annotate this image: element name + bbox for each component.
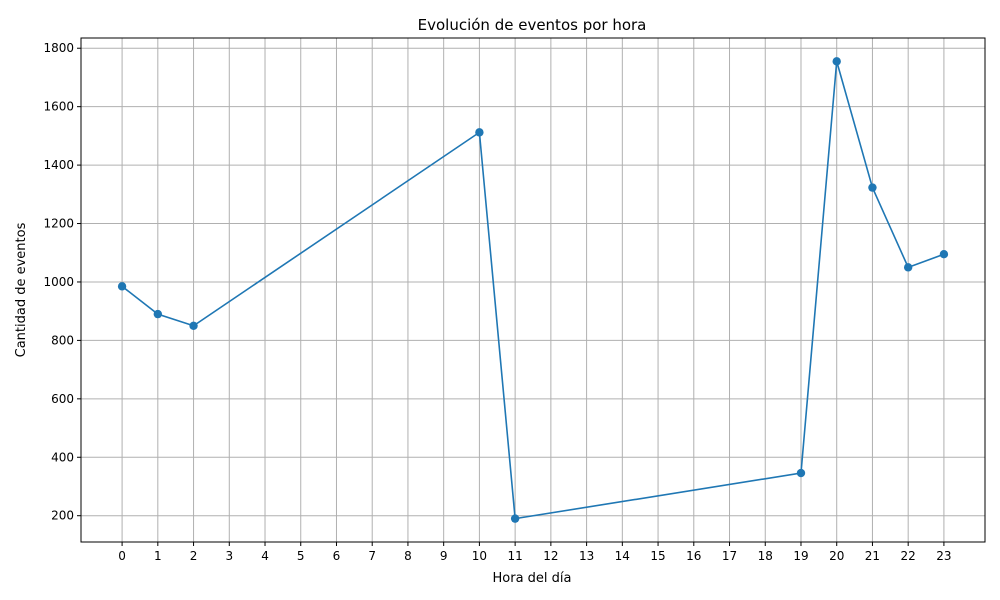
- y-tick-label: 800: [51, 333, 74, 347]
- y-tick-label: 1800: [43, 41, 74, 55]
- y-tick-label: 1600: [43, 100, 74, 114]
- x-tick-label: 16: [686, 549, 701, 563]
- x-tick-label: 6: [333, 549, 341, 563]
- x-tick-label: 2: [190, 549, 198, 563]
- data-point: [153, 309, 163, 319]
- x-tick-label: 17: [722, 549, 737, 563]
- data-point: [796, 468, 806, 478]
- data-point: [868, 183, 877, 192]
- x-tick-label: 19: [793, 549, 808, 563]
- x-tick-label: 23: [936, 549, 951, 563]
- x-tick-label: 4: [261, 549, 269, 563]
- x-tick-label: 10: [472, 549, 487, 563]
- x-tick-label: 8: [404, 549, 412, 563]
- series-layer: [117, 57, 949, 523]
- y-tick-label: 400: [51, 450, 74, 464]
- x-tick-label: 13: [579, 549, 594, 563]
- x-tick-label: 22: [901, 549, 916, 563]
- x-tick-label: 1: [154, 549, 162, 563]
- data-point: [832, 57, 841, 66]
- x-tick-label: 3: [225, 549, 233, 563]
- data-point: [117, 282, 127, 291]
- grid: [81, 38, 985, 542]
- chart-title: Evolución de eventos por hora: [418, 16, 647, 34]
- y-axis-label: Cantidad de eventos: [14, 222, 29, 357]
- x-tick-label: 5: [297, 549, 305, 563]
- series-line: [121, 61, 945, 520]
- data-point: [939, 250, 949, 259]
- y-tick-label: 1200: [43, 217, 74, 231]
- axis-ticks: 0 1 2 3 4 5 6 7 8 9 10 11 12 13 14 15 16 17 18 19 20 21 22 2320…: [43, 41, 951, 563]
- x-tick-label: 0: [118, 549, 126, 563]
- x-tick-label: 7: [368, 549, 376, 563]
- x-tick-label: 12: [543, 549, 558, 563]
- y-tick-label: 600: [51, 392, 74, 406]
- x-tick-label: 18: [758, 549, 773, 563]
- y-tick-label: 1400: [43, 158, 74, 172]
- x-axis-label: Hora del día: [493, 571, 572, 586]
- data-point: [475, 128, 484, 137]
- x-tick-label: 20: [829, 549, 844, 563]
- y-tick-label: 1000: [43, 275, 74, 289]
- data-point: [903, 263, 913, 272]
- x-tick-label: 21: [865, 549, 880, 563]
- y-tick-label: 200: [51, 509, 74, 523]
- x-tick-label: 9: [440, 549, 448, 563]
- x-tick-label: 11: [507, 549, 522, 563]
- data-point: [189, 321, 198, 330]
- x-tick-label: 15: [650, 549, 665, 563]
- data-point: [510, 514, 520, 523]
- plot-frame: [80, 37, 986, 543]
- x-tick-label: 14: [615, 549, 630, 563]
